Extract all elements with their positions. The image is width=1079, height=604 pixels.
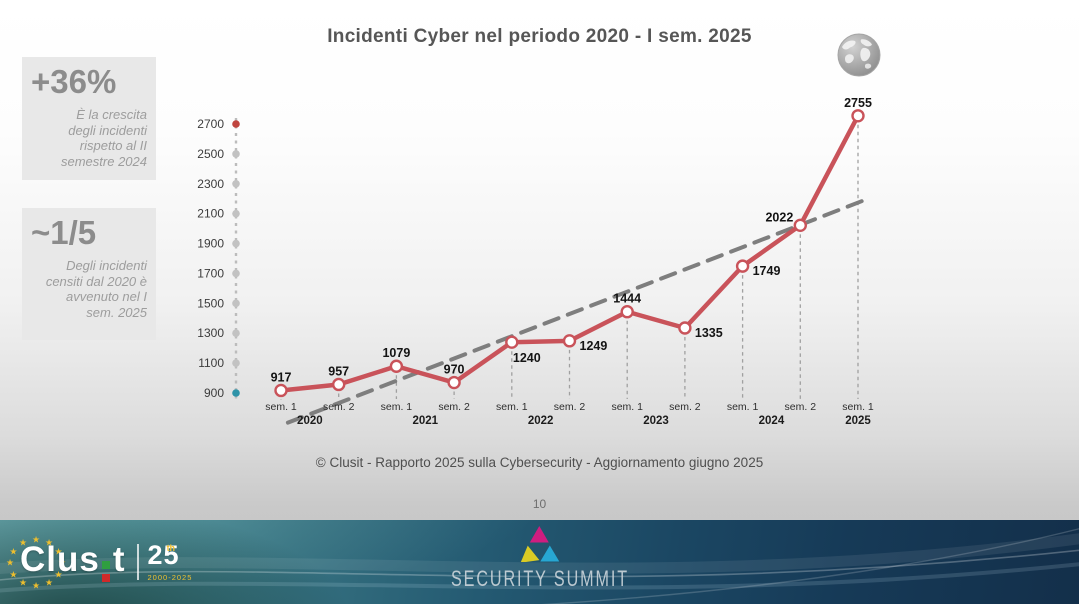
svg-text:sem. 1: sem. 1: [611, 401, 643, 413]
page-number: 10: [532, 497, 547, 511]
svg-text:2500: 2500: [197, 147, 224, 161]
trend-line: [285, 196, 871, 425]
stat-card-growth: +36% È la crescita degli incidenti rispe…: [22, 57, 156, 181]
anniversary-years: 2000-2025: [147, 573, 193, 582]
svg-text:2025: 2025: [845, 415, 871, 427]
svg-text:957: 957: [328, 364, 349, 378]
svg-text:2023: 2023: [643, 415, 669, 427]
copyright-note: © Clusit - Rapporto 2025 sulla Cybersecu…: [315, 455, 764, 470]
svg-text:2020: 2020: [297, 415, 323, 427]
y-axis: 900 1100 1300 1500 1700 1900 2100 2300 2500 2700: [197, 117, 240, 400]
security-summit-wordmark: SECURITY SUMMIT: [450, 567, 629, 592]
svg-text:1100: 1100: [198, 356, 224, 370]
italian-flag-dots-icon: [101, 561, 111, 582]
svg-text:1500: 1500: [197, 296, 224, 310]
svg-text:917: 917: [271, 370, 292, 384]
incidents-line-chart: 9001100130015001700190021002300250027009…: [197, 96, 874, 427]
svg-text:970: 970: [444, 363, 465, 377]
clusit-text-suffix: t: [112, 540, 126, 579]
data-points: 917 957 1079 970 1240 1249 1444 1335 1749 2022 275…: [271, 96, 872, 398]
svg-text:sem. 2: sem. 2: [554, 401, 586, 413]
anniversary-number: 25: [147, 540, 180, 570]
svg-text:sem. 2: sem. 2: [785, 401, 817, 413]
clusit-wordmark: Clus t: [20, 540, 126, 584]
svg-text:1300: 1300: [197, 326, 224, 340]
svg-text:2100: 2100: [197, 207, 224, 221]
svg-text:1700: 1700: [197, 266, 224, 280]
globe-icon: [836, 32, 882, 78]
x-axis: sem. 1 sem. 2 sem. 1 sem. 2 sem. 1 sem. 2 sem.…: [265, 401, 874, 427]
svg-text:1900: 1900: [197, 237, 224, 251]
svg-text:sem. 1: sem. 1: [496, 401, 528, 413]
svg-text:sem. 1: sem. 1: [727, 401, 759, 413]
svg-text:2022: 2022: [528, 415, 554, 427]
svg-text:sem. 2: sem. 2: [323, 401, 355, 413]
data-series-line: [278, 113, 861, 393]
footer-banner: ★ ★ ★ ★ ★ ★ ★ ★ ★ ★ ★ ★ Clus t 25th 2000-2025 SECURI…: [0, 520, 1079, 604]
svg-text:2700: 2700: [197, 117, 224, 131]
svg-text:1335: 1335: [695, 326, 723, 340]
svg-text:1249: 1249: [580, 339, 608, 353]
svg-text:sem. 2: sem. 2: [438, 401, 470, 413]
stat-growth-description: È la crescita degli incidenti rispetto a…: [61, 106, 147, 170]
svg-text:2024: 2024: [759, 415, 785, 427]
security-summit-logo: SECURITY SUMMIT: [446, 525, 633, 591]
stat-card-share: ~1/5 Degli incidenti censiti dal 2020 è …: [22, 208, 156, 340]
svg-text:sem. 1: sem. 1: [381, 401, 413, 413]
svg-text:1749: 1749: [753, 264, 781, 278]
svg-text:1444: 1444: [613, 292, 641, 306]
svg-text:1079: 1079: [382, 346, 410, 360]
svg-text:900: 900: [204, 386, 224, 400]
svg-text:sem. 2: sem. 2: [669, 401, 701, 413]
stat-growth-value: +36%: [31, 63, 117, 100]
globe-graphic: [837, 33, 881, 77]
chart-title: Incidenti Cyber nel periodo 2020 - I sem…: [327, 26, 752, 47]
clusit-logo: ★ ★ ★ ★ ★ ★ ★ ★ ★ ★ ★ ★ Clus t 25th 2000-2025: [6, 535, 193, 591]
logo-divider: [136, 544, 139, 580]
svg-text:sem. 1: sem. 1: [842, 401, 874, 413]
clusit-text-prefix: Clus: [20, 540, 100, 579]
svg-text:2755: 2755: [844, 96, 872, 110]
drop-lines: [280, 124, 859, 400]
anniversary-ordinal: th: [166, 543, 176, 553]
svg-text:2022: 2022: [765, 210, 793, 224]
svg-text:2300: 2300: [197, 177, 224, 191]
svg-text:2021: 2021: [412, 415, 438, 427]
stat-share-description: Degli incidenti censiti dal 2020 è avven…: [45, 257, 147, 321]
anniversary-badge: 25th 2000-2025: [147, 540, 193, 583]
svg-text:sem. 1: sem. 1: [265, 401, 297, 413]
wave-decoration: [0, 528, 1079, 604]
svg-text:1240: 1240: [513, 351, 541, 365]
summit-triangle-icon: [520, 526, 560, 562]
stat-share-value: ~1/5: [31, 214, 97, 251]
